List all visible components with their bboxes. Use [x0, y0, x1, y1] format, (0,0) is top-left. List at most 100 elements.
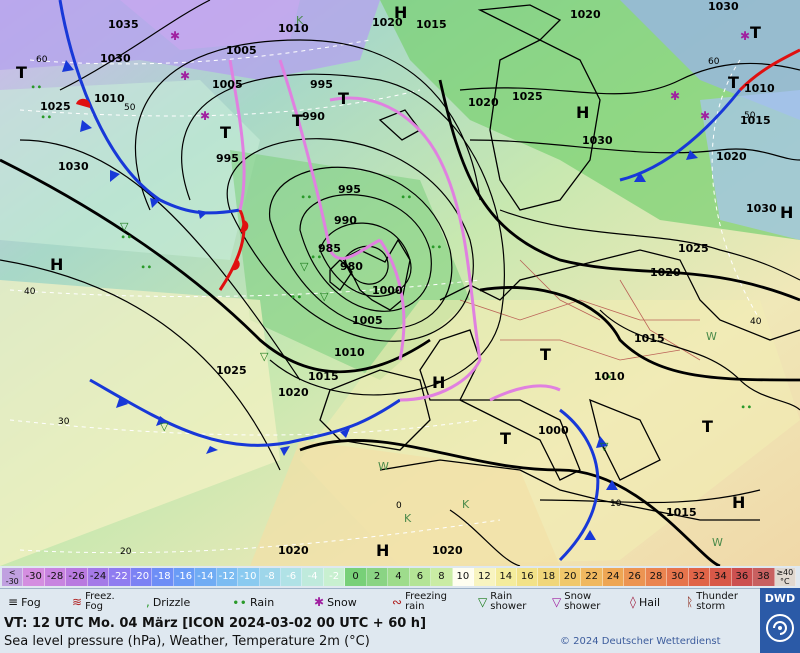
snow-icon: ✱: [314, 595, 325, 609]
scale-cell: 38: [753, 568, 775, 586]
scale-cell: -20: [130, 568, 153, 586]
scale-cell: -12: [216, 568, 239, 586]
scale-cell: 18: [538, 568, 560, 586]
isobar-label: 1015: [634, 332, 665, 345]
legend-drizzle: , Drizzle: [146, 595, 191, 609]
isobar-label: 1010: [334, 346, 365, 359]
scale-cell: -18: [152, 568, 174, 586]
map-letter: K: [404, 512, 412, 525]
high-pressure-label: H: [50, 255, 63, 274]
legend-fog: ≡ Fog: [8, 595, 41, 609]
map-letter: K: [296, 14, 304, 27]
high-pressure-label: H: [432, 373, 445, 392]
svg-text:▽: ▽: [600, 440, 609, 453]
isobar-label: 1015: [666, 506, 697, 519]
legend-hail: ◊ Hail: [630, 595, 661, 609]
scale-cell: 10: [452, 568, 475, 586]
low-pressure-label: T: [500, 429, 511, 448]
scale-cell: 34: [710, 568, 732, 586]
low-pressure-label: T: [220, 123, 231, 142]
temp-label: 10: [610, 499, 622, 509]
map-letter: W: [712, 536, 723, 549]
svg-text:▽: ▽: [260, 350, 269, 363]
low-pressure-label: T: [728, 73, 739, 92]
isobar-label: 1020: [716, 150, 747, 163]
isobar-label: 985: [318, 242, 341, 255]
isobar-label: 1020: [372, 16, 403, 29]
isobar-label: 1020: [468, 96, 499, 109]
svg-text:✱: ✱: [700, 109, 710, 123]
temp-label: 40: [24, 287, 36, 297]
svg-text:∙∙: ∙∙: [740, 402, 753, 413]
svg-text:▽: ▽: [160, 420, 169, 433]
isobar-label: 995: [310, 78, 333, 91]
scale-cell: -2: [323, 568, 346, 586]
svg-text:✱: ✱: [200, 109, 210, 123]
scale-cell: 32: [688, 568, 711, 586]
scale-cell: 8: [431, 568, 453, 586]
scale-cell: 16: [517, 568, 539, 586]
scale-cell: -16: [173, 568, 196, 586]
svg-text:∙∙: ∙∙: [600, 372, 613, 383]
high-pressure-label: H: [732, 493, 745, 512]
isobar-label: 1000: [538, 424, 569, 437]
rain-shower-icon: ▽: [478, 595, 488, 609]
isobar-label: 995: [338, 183, 361, 196]
isobar-label: 1020: [278, 386, 309, 399]
low-pressure-label: T: [292, 111, 303, 130]
isobar-label: 1020: [278, 544, 309, 557]
svg-text:✱: ✱: [740, 29, 750, 43]
scale-cell: 14: [495, 568, 518, 586]
high-pressure-label: H: [394, 3, 407, 22]
svg-text:∙∙: ∙∙: [140, 262, 153, 273]
svg-text:∙∙: ∙∙: [430, 242, 443, 253]
svg-text:✱: ✱: [170, 29, 180, 43]
scale-cell: 28: [645, 568, 668, 586]
scale-cell: -30: [23, 568, 45, 586]
isobar-label: 1030: [58, 160, 89, 173]
legend-rain: ∙∙ Rain: [232, 595, 275, 609]
isobar-label: 1035: [108, 18, 139, 31]
legend-rain-shower: ▽ Rain shower: [478, 591, 527, 612]
fog-icon: ≡: [8, 595, 19, 609]
high-pressure-label: H: [376, 541, 389, 560]
drizzle-icon: ,: [146, 595, 150, 609]
scale-cell: 4: [388, 568, 410, 586]
temp-label: 0: [396, 501, 402, 511]
scale-cell: ≥40 °C: [774, 568, 796, 586]
svg-text:▽: ▽: [300, 260, 309, 273]
scale-cell: 30: [667, 568, 689, 586]
scale-cell: < -30: [2, 568, 24, 586]
isobar-label: 1005: [352, 314, 383, 327]
legend-freezing-fog: ≋ Freez. Fog: [72, 591, 115, 612]
legend-snow: ✱ Snow: [314, 595, 357, 609]
isobar-label: 1025: [216, 364, 247, 377]
scale-cell: -10: [238, 568, 260, 586]
svg-text:▽: ▽: [120, 220, 129, 233]
isobar-labels: 1035 1030 1005 1010 1020 1015 1020 1025 …: [40, 0, 777, 557]
low-pressure-label: T: [338, 89, 349, 108]
scale-cell: 0: [345, 568, 367, 586]
isobar-label: 1015: [740, 114, 771, 127]
low-pressure-label: T: [16, 63, 27, 82]
snow-shower-icon: ▽: [552, 595, 562, 609]
isobar-label: 1025: [512, 90, 543, 103]
isobar-label: 1030: [100, 52, 131, 65]
copyright: © 2024 Deutscher Wetterdienst: [560, 636, 721, 647]
scale-cell: -4: [302, 568, 324, 586]
high-pressure-label: H: [780, 203, 793, 222]
scale-cell: 24: [602, 568, 625, 586]
isobar-label: 1025: [678, 242, 709, 255]
weather-map: ∙∙ ∙∙ ∙∙ ∙∙ ∙∙ ∙∙ ∙∙ ∙∙ ∙∙ ∙∙ ∙∙ ✱ ✱ ✱ ✱ ✱ ✱ ▽ ▽ ▽ ▽ ▽…: [0, 0, 800, 566]
map-letter: W: [706, 330, 717, 343]
isobar-label: 1025: [40, 100, 71, 113]
temp-label: 60: [708, 57, 720, 67]
temp-label: 50: [744, 111, 756, 121]
freezing-rain-icon: ∾: [392, 595, 403, 609]
scale-cell: 6: [409, 568, 432, 586]
freezing-fog-icon: ≋: [72, 595, 83, 609]
map-footer: VT: 12 UTC Mo. 04 März [ICON 2024-03-02 …: [0, 614, 760, 653]
legend-freezing-rain: ∾ Freezing rain: [392, 591, 447, 612]
svg-text:∙∙: ∙∙: [40, 112, 53, 123]
scale-cell: -14: [195, 568, 217, 586]
